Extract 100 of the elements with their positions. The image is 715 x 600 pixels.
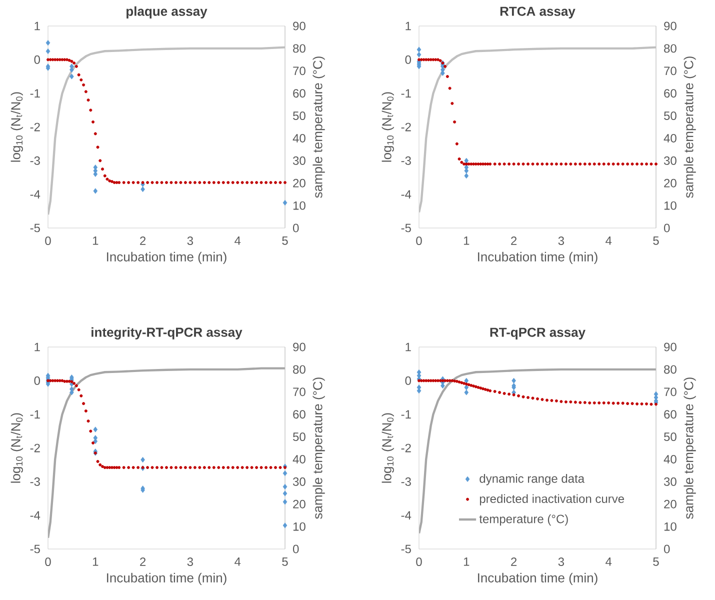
x-axis-title: Incubation time (min) [107, 252, 226, 264]
y2-tick-label: 90 [293, 342, 306, 352]
y-tick-label: -5 [30, 544, 40, 554]
y-tick-label: -1 [30, 89, 40, 98]
y2-axis-title: sample temperature (°C) [312, 378, 325, 519]
y2-tick-label: 10 [293, 201, 306, 210]
y-tick-label: -2 [30, 122, 40, 132]
x-tick-label: 1 [464, 236, 470, 245]
y-tick-label: -5 [401, 224, 411, 232]
chart-title: RTCA assay [500, 6, 576, 18]
y2-tick-label: 0 [664, 224, 670, 232]
y2-tick-label: 0 [293, 224, 299, 232]
y2-tick-label: 20 [293, 500, 306, 508]
y-tick-label: 1 [34, 22, 40, 30]
y-tick-label: -5 [401, 544, 411, 554]
x-tick-label: 5 [653, 558, 659, 566]
y-tick-label: -1 [401, 410, 411, 418]
x-tick-label: 3 [558, 558, 564, 566]
y-tick-label: 1 [34, 342, 40, 352]
y-tick-label: -3 [401, 477, 411, 486]
y2-tick-label: 60 [293, 89, 306, 98]
chart-title: plaque assay [126, 6, 208, 18]
y2-tick-label: 70 [664, 388, 676, 396]
y2-tick-label: 0 [293, 544, 299, 554]
y2-tick-label: 50 [293, 112, 306, 120]
x-axis-title: Incubation time (min) [478, 252, 598, 264]
y-tick-label: 1 [406, 342, 411, 352]
legend-label: predicted inactivation curve [480, 494, 624, 506]
x-tick-label: 4 [606, 236, 612, 245]
y2-tick-label: 90 [664, 342, 676, 352]
x-tick-label: 0 [45, 558, 51, 566]
y-tick-label: -4 [30, 190, 40, 198]
x-tick-label: 3 [558, 236, 564, 246]
chart-title: RT-qPCR assay [490, 328, 586, 340]
y-tick-label: 0 [34, 376, 40, 385]
legend-label: dynamic range data [480, 474, 585, 486]
y2-tick-label: 90 [293, 22, 306, 30]
x-tick-label: 5 [282, 236, 288, 245]
x-tick-label: 2 [140, 236, 146, 245]
y2-tick-label: 20 [664, 500, 676, 508]
x-tick-label: 1 [464, 558, 470, 566]
y2-tick-label: 10 [293, 522, 306, 531]
y2-tick-label: 90 [664, 22, 676, 30]
y2-tick-label: 70 [293, 66, 306, 76]
y2-axis-title: sample temperature (°C) [684, 378, 696, 519]
x-tick-label: 2 [511, 558, 517, 566]
y2-tick-label: 80 [664, 365, 676, 374]
x-tick-label: 2 [511, 236, 517, 245]
y-tick-label: -3 [30, 477, 40, 486]
y2-tick-label: 70 [664, 66, 676, 76]
y2-tick-label: 50 [293, 432, 306, 442]
y-tick-label: 0 [405, 55, 412, 64]
x-axis-title: Incubation time (min) [107, 572, 226, 586]
y-tick-label: -4 [401, 511, 412, 520]
x-tick-label: 0 [45, 236, 51, 246]
y-axis-title: log$_{10}$ (N$_{t}$/N$_{0}$) [382, 92, 394, 162]
y2-tick-label: 40 [292, 134, 306, 142]
y-axis-title: log$_{10}$ (N$_{t}$/N$_{0}$) [10, 92, 23, 162]
y2-tick-label: 40 [664, 134, 676, 142]
x-tick-label: 5 [653, 236, 659, 245]
y-tick-label: -1 [401, 89, 411, 98]
chart-title: integrity-RT-qPCR assay [92, 327, 242, 340]
x-tick-label: 0 [416, 236, 422, 246]
y2-axis-title: sample temperature (°C) [312, 56, 325, 198]
y-axis-title: log$_{10}$ (N$_{t}$/N$_{0}$) [382, 413, 394, 483]
y-tick-label: -4 [401, 190, 412, 198]
x-tick-label: 4 [234, 558, 241, 566]
y-tick-label: -3 [401, 156, 411, 165]
x-tick-label: 0 [416, 558, 422, 566]
y2-tick-label: 0 [664, 544, 670, 554]
y-tick-label: -2 [401, 122, 411, 132]
x-tick-label: 1 [92, 558, 98, 566]
y-tick-label: 0 [405, 376, 412, 385]
x-tick-label: 3 [187, 558, 194, 566]
y-tick-label: -5 [30, 224, 40, 232]
x-tick-label: 4 [606, 558, 612, 566]
y-tick-label: 1 [406, 22, 411, 30]
y2-tick-label: 30 [664, 477, 676, 486]
y-tick-label: 0 [34, 55, 40, 64]
y2-tick-label: 10 [664, 201, 676, 210]
x-tick-label: 5 [282, 558, 288, 566]
y2-tick-label: 40 [664, 454, 676, 464]
y-tick-label: -1 [30, 410, 40, 418]
y2-tick-label: 80 [664, 44, 676, 53]
y2-tick-label: 80 [293, 44, 306, 53]
y2-tick-label: 30 [292, 477, 306, 486]
y2-tick-label: 30 [664, 156, 676, 165]
y2-tick-label: 20 [293, 178, 306, 188]
y2-tick-label: 60 [293, 410, 306, 419]
y2-tick-label: 30 [292, 156, 306, 165]
y2-tick-label: 80 [293, 365, 306, 374]
y2-tick-label: 40 [292, 454, 306, 464]
y-tick-label: -2 [401, 444, 411, 452]
x-tick-label: 4 [234, 236, 241, 245]
y2-tick-label: 20 [664, 178, 676, 188]
y2-tick-label: 70 [293, 388, 306, 396]
y2-tick-label: 10 [664, 522, 676, 531]
y-tick-label: -4 [30, 511, 40, 520]
y2-axis-title: sample temperature (°C) [684, 56, 696, 198]
legend-label: temperature (°C) [479, 514, 568, 526]
